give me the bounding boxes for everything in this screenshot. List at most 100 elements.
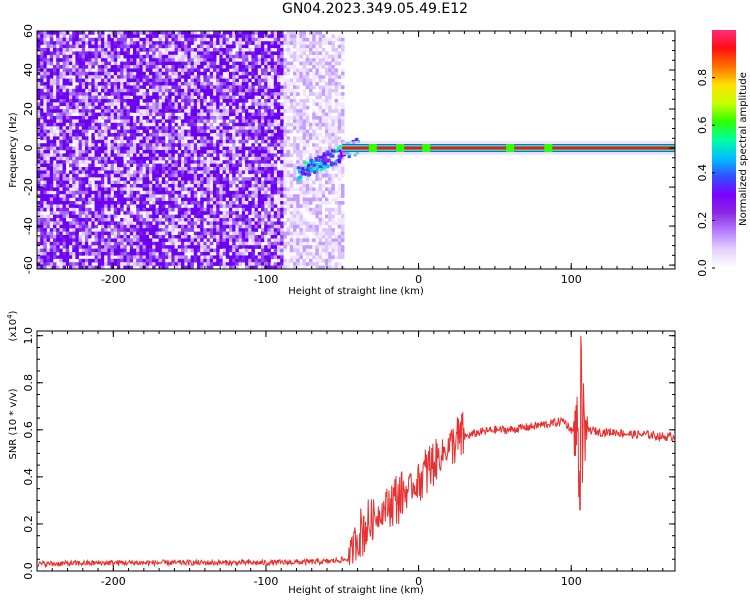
spectrogram-cell (238, 99, 243, 103)
spectrogram-cell (273, 78, 278, 83)
spectrogram-cell (126, 221, 131, 226)
spectrogram-cell (174, 163, 179, 168)
spectrogram-cell (254, 187, 259, 192)
spectrogram-cell (46, 221, 51, 226)
spectrogram-cell (200, 139, 204, 144)
spectrogram-cell (94, 187, 99, 192)
spectrogram-cell (49, 129, 54, 134)
spectrogram-cell (248, 48, 252, 52)
spectrogram-cell (62, 143, 67, 147)
spectrogram-cell (43, 99, 47, 103)
spectrogram-cell (85, 58, 89, 62)
spectrogram-cell (49, 61, 54, 66)
spectrogram-cell (75, 41, 79, 45)
spectrogram-cell (257, 180, 262, 185)
spectrogram-cell (241, 85, 246, 90)
spectrogram-cell (181, 71, 185, 76)
spectrogram-cell (62, 211, 67, 215)
spectrogram-cell (65, 109, 70, 113)
spectrogram-cell (181, 201, 185, 205)
spectrogram-cell (145, 190, 150, 195)
spectrogram-cell (40, 197, 44, 202)
spectrogram-cell (225, 85, 230, 90)
spectrogram-cell (53, 54, 57, 59)
spectrogram-cell (120, 194, 124, 198)
spectrogram-cell (120, 105, 124, 110)
spectrogram-cell (165, 173, 169, 178)
spectrogram-cell (222, 105, 227, 110)
spectrogram-cell (209, 177, 214, 181)
spectrogram-cell (149, 88, 153, 93)
spectrogram-cell (97, 228, 102, 232)
spectrogram-cell (289, 187, 294, 192)
spectrogram-cell (152, 245, 156, 249)
spectrogram-cell (142, 170, 147, 175)
spectrogram-cell (203, 129, 207, 134)
spectrogram-cell (129, 190, 134, 195)
spectrogram-cell (59, 37, 63, 42)
spectrogram-cell (46, 197, 51, 202)
spectrogram-cell (158, 265, 163, 269)
spectrogram-cell (56, 228, 60, 232)
spectrogram-cell (241, 245, 246, 249)
spectrogram-cell (110, 197, 115, 202)
spectrogram-cell (59, 119, 63, 124)
spectrogram-cell (85, 78, 89, 83)
spectrogram-cell (43, 262, 47, 266)
spectrogram-cell (72, 207, 76, 212)
spectrogram-cell (229, 75, 233, 79)
spectrogram-cell (145, 255, 150, 260)
spectrogram-cell (53, 197, 57, 202)
spectrogram-cell (222, 133, 227, 137)
spectrogram-cell (206, 238, 211, 243)
spectrogram-cell (149, 167, 153, 171)
spectrogram-cell (78, 153, 83, 158)
spectrogram-cell (129, 129, 134, 134)
spectrogram-cell (245, 105, 249, 110)
spectrogram-cell (225, 201, 230, 205)
spectrogram-cell (129, 177, 134, 181)
spectrogram-cell (277, 194, 281, 198)
spectrogram-cell (187, 170, 191, 175)
spectrogram-cell (213, 258, 217, 263)
spectrogram-cell (113, 211, 118, 215)
spectrogram-cell (261, 92, 265, 96)
spectrogram-cell (241, 133, 246, 137)
spectrogram-cell (264, 146, 268, 151)
spectrogram-cell (161, 44, 166, 49)
spectrogram-cell (184, 224, 188, 229)
spectrogram-cell (261, 173, 265, 178)
spectrogram-cell (126, 235, 131, 239)
spectrogram-cell (241, 122, 246, 127)
spectrogram-cell (101, 252, 105, 256)
spectrogram-cell (104, 139, 108, 144)
spectrogram-cell (85, 156, 89, 161)
spectrogram-cell (177, 214, 182, 219)
spectrogram-cell (88, 146, 92, 151)
spectrogram-cell (280, 143, 284, 147)
spectrogram-cell (129, 78, 134, 83)
spectrogram-cell (206, 204, 211, 209)
spectrogram-cell (206, 180, 211, 185)
spectrogram-cell (126, 102, 131, 107)
spectrogram-cell (40, 105, 44, 110)
spectrogram-cell (113, 44, 118, 49)
spectrogram-cell (152, 61, 156, 66)
spectrogram-cell (117, 228, 121, 232)
spectrogram-cell (97, 146, 102, 151)
spectrogram-cell (158, 126, 163, 130)
spectrogram-cell (123, 112, 127, 117)
spectrogram-cell (197, 119, 201, 124)
spectrogram-cell (238, 119, 243, 124)
spectrogram-cell (107, 51, 111, 56)
spectrogram-cell (193, 105, 198, 110)
spectrogram-cell (155, 146, 159, 151)
spectrogram-cell (193, 146, 198, 151)
spectrogram-cell (277, 129, 281, 134)
spectrogram-cell (155, 82, 159, 86)
spectrogram-cell (152, 150, 156, 154)
spectrogram-cell (216, 201, 220, 205)
spectrogram-cell (126, 75, 131, 79)
spectrogram-cell (270, 99, 275, 103)
spectrogram-cell (229, 44, 233, 49)
